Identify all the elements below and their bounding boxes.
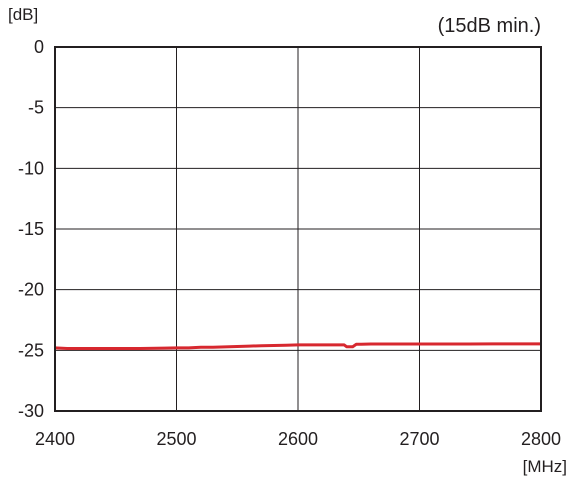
y-tick-label: -5: [28, 98, 44, 118]
x-tick-label: 2400: [35, 429, 75, 449]
x-axis-unit-label: [MHz]: [523, 457, 567, 476]
x-tick-labels: 2400 2500 2600 2700 2800: [35, 429, 561, 449]
y-tick-labels: 0 -5 -10 -15 -20 -25 -30: [18, 37, 44, 421]
x-tick-label: 2500: [156, 429, 196, 449]
y-tick-label: -10: [18, 158, 44, 178]
y-tick-label: -25: [18, 340, 44, 360]
x-tick-label: 2600: [278, 429, 318, 449]
y-axis-unit-label: [dB]: [8, 5, 38, 24]
series-layer: [54, 342, 541, 350]
y-tick-label: -30: [18, 401, 44, 421]
spec-note-label: (15dB min.): [438, 15, 541, 37]
plot-frame: [54, 46, 542, 412]
y-tick-label: -20: [18, 280, 44, 300]
x-tick-label: 2700: [399, 429, 439, 449]
x-tick-label: 2800: [521, 429, 561, 449]
y-tick-label: -15: [18, 219, 44, 239]
series-line-1: [54, 342, 541, 350]
grid-lines: [55, 47, 541, 411]
y-tick-label: 0: [34, 37, 44, 57]
